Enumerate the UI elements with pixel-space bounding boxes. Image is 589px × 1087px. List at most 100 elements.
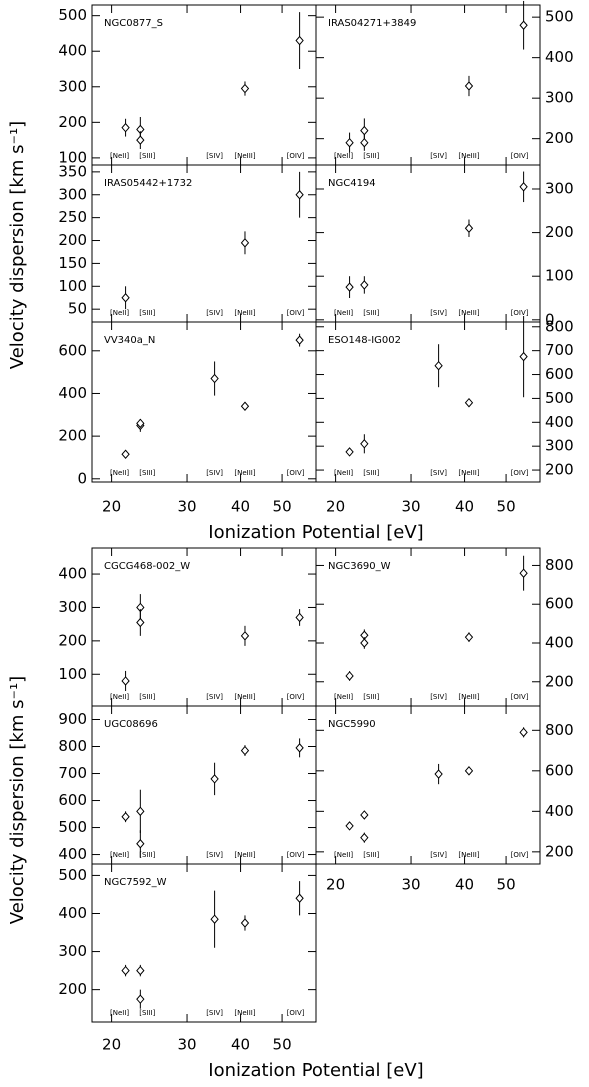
ion-label: [SIV] xyxy=(430,693,447,701)
x-tick-label: 40 xyxy=(231,1036,250,1054)
data-point xyxy=(345,282,354,292)
x-tick-label: 20 xyxy=(326,498,345,516)
y-axis-label: Velocity dispersion [km s⁻¹] xyxy=(7,676,28,924)
y-tick-label: 200 xyxy=(58,231,87,249)
data-point xyxy=(295,335,304,345)
panel-title: NGC0877_S xyxy=(104,18,163,29)
data-point xyxy=(121,122,130,133)
ion-label: [SIV] xyxy=(430,152,447,160)
y-tick-label: 600 xyxy=(58,791,87,809)
panel-title: NGC7592_W xyxy=(104,877,167,888)
y-tick-label: 0 xyxy=(545,310,555,328)
ion-label: [NeIII] xyxy=(234,309,255,317)
data-point xyxy=(519,351,528,362)
data-point xyxy=(434,769,443,779)
ion-label: [OIV] xyxy=(287,152,305,160)
y-tick-label: 400 xyxy=(58,384,87,402)
y-tick-label: 300 xyxy=(58,185,87,203)
y-tick-label: 500 xyxy=(545,8,574,26)
ion-label: [NeII] xyxy=(110,1009,129,1017)
data-point xyxy=(360,137,369,148)
data-point xyxy=(464,81,474,91)
ion-label: [NeII] xyxy=(334,469,353,477)
ion-label: [SIV] xyxy=(430,469,447,477)
y-tick-label: 400 xyxy=(58,565,87,583)
ion-label: [OIV] xyxy=(511,469,529,477)
panel-title: NGC3690_W xyxy=(328,561,391,572)
data-point xyxy=(136,806,145,817)
panel-frame xyxy=(315,321,541,483)
panel-frame xyxy=(91,4,317,166)
x-tick-label: 50 xyxy=(497,876,516,894)
data-point xyxy=(240,631,250,641)
data-point xyxy=(295,189,304,200)
y-tick-label: 200 xyxy=(58,427,87,445)
y-tick-label: 100 xyxy=(58,148,87,166)
y-tick-label: 500 xyxy=(58,818,87,836)
ion-label: [NeIII] xyxy=(234,693,255,701)
ion-label: [NeII] xyxy=(110,152,129,160)
x-tick-label: 30 xyxy=(177,1036,196,1054)
x-tick-label: 30 xyxy=(401,876,420,894)
data-point xyxy=(345,821,354,831)
ion-label: [OIV] xyxy=(511,152,529,160)
ion-label: [NeIII] xyxy=(234,851,255,859)
data-point xyxy=(295,743,304,753)
x-tick-label: 40 xyxy=(455,876,474,894)
ion-label: [SIV] xyxy=(430,851,447,859)
data-point xyxy=(519,568,528,578)
ion-label: [SIII] xyxy=(139,1009,155,1017)
data-point xyxy=(360,638,369,648)
x-tick-label: 30 xyxy=(401,498,420,516)
ion-label: [SIV] xyxy=(206,851,223,859)
ion-label: [SIII] xyxy=(363,693,379,701)
y-tick-label: 300 xyxy=(545,179,574,197)
panel-title: NGC4194 xyxy=(328,178,376,189)
y-tick-label: 300 xyxy=(58,942,87,960)
ion-label: [NeII] xyxy=(334,851,353,859)
ion-label: [NeII] xyxy=(110,309,129,317)
ion-label: [SIII] xyxy=(363,152,379,160)
ion-label: [NeIII] xyxy=(458,152,479,160)
y-tick-label: 600 xyxy=(58,341,87,359)
y-tick-label: 700 xyxy=(545,341,574,359)
y-tick-label: 50 xyxy=(68,300,87,318)
data-point xyxy=(121,676,130,686)
data-point xyxy=(360,832,369,843)
data-point xyxy=(345,137,354,148)
y-tick-label: 200 xyxy=(58,113,87,131)
x-axis-label: Ionization Potential [eV] xyxy=(208,1060,423,1081)
ion-label: [NeII] xyxy=(334,152,353,160)
ion-label: [SIV] xyxy=(206,309,223,317)
y-tick-label: 100 xyxy=(58,277,87,295)
data-point xyxy=(464,397,474,408)
data-point xyxy=(240,401,250,412)
data-point xyxy=(136,135,145,145)
y-tick-label: 100 xyxy=(58,665,87,683)
data-point xyxy=(464,632,474,642)
y-tick-label: 600 xyxy=(545,761,574,779)
ion-label: [SIV] xyxy=(206,693,223,701)
y-tick-label: 300 xyxy=(58,598,87,616)
x-tick-label: 20 xyxy=(102,1036,121,1054)
y-tick-label: 800 xyxy=(58,737,87,755)
y-tick-label: 400 xyxy=(545,633,574,651)
data-point xyxy=(121,965,130,976)
y-tick-label: 800 xyxy=(545,317,574,335)
data-point xyxy=(360,439,369,449)
y-tick-label: 150 xyxy=(58,254,87,272)
panel-title: UGC08696 xyxy=(104,719,158,730)
y-tick-label: 200 xyxy=(545,223,574,241)
y-tick-label: 500 xyxy=(58,6,87,24)
y-tick-label: 400 xyxy=(58,845,87,863)
ion-label: [NeIII] xyxy=(458,469,479,477)
y-tick-label: 0 xyxy=(77,469,87,487)
ion-label: [NeII] xyxy=(110,693,129,701)
data-point xyxy=(210,373,219,384)
ion-label: [SIV] xyxy=(430,309,447,317)
data-point xyxy=(464,766,474,776)
data-point xyxy=(240,83,250,94)
ion-label: [OIV] xyxy=(287,851,305,859)
data-point xyxy=(121,292,130,303)
ion-label: [SIII] xyxy=(363,309,379,317)
